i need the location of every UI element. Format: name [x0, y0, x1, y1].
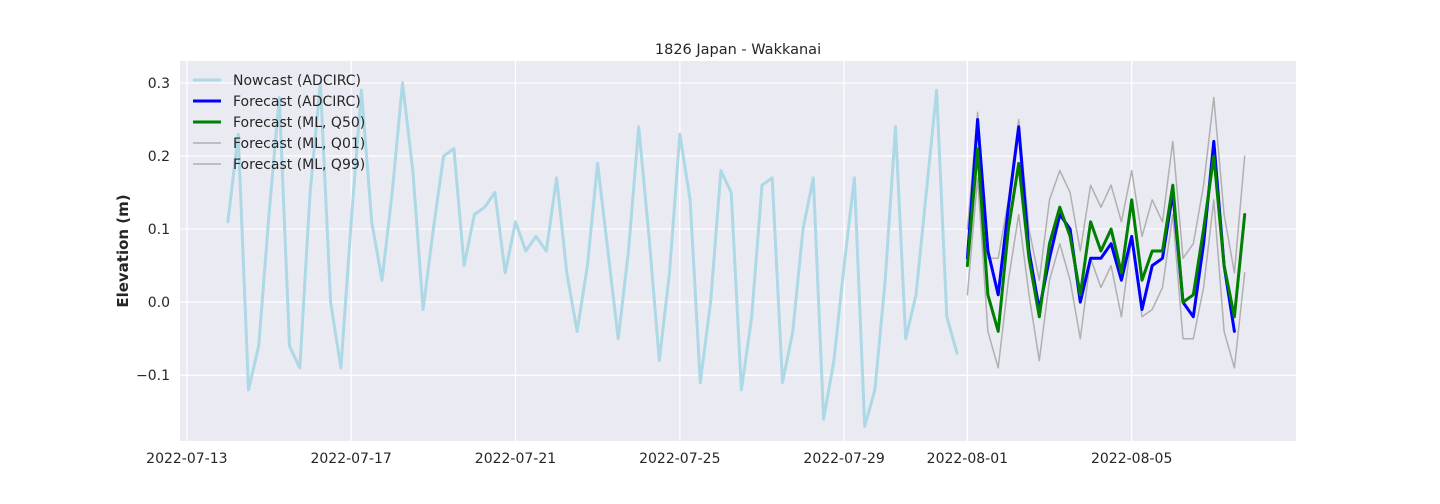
y-tick-label: 0.3	[148, 76, 170, 92]
legend-label: Forecast (ML, Q50)	[233, 115, 365, 131]
x-tick-label: 2022-08-05	[1091, 451, 1172, 467]
legend: Nowcast (ADCIRC) Forecast (ADCIRC) Forecas…	[193, 73, 365, 173]
series-lines	[226, 81, 1247, 428]
x-tick-label: 2022-07-13	[146, 451, 227, 467]
y-tick-label: 0.2	[148, 149, 170, 165]
legend-label: Forecast (ADCIRC)	[233, 94, 361, 110]
y-tick-label: 0.0	[148, 295, 170, 311]
x-tick-label: 2022-07-21	[475, 451, 556, 467]
y-tick-label: −0.1	[136, 368, 170, 384]
chart-title: 1826 Japan - Wakkanai	[655, 42, 821, 58]
y-axis-ticks: −0.1 0.0 0.1 0.2 0.3	[136, 76, 170, 384]
series-line-2	[965, 147, 1247, 333]
y-axis-label: Elevation (m)	[114, 194, 132, 307]
x-tick-label: 2022-07-17	[310, 451, 391, 467]
x-axis-ticks: 2022-07-13 2022-07-17 2022-07-21 2022-07-25…	[146, 451, 1172, 467]
y-tick-label: 0.1	[148, 222, 170, 238]
series-line-0	[226, 81, 959, 428]
legend-label: Forecast (ML, Q99)	[233, 157, 365, 173]
plot-area	[180, 61, 1296, 441]
grid-lines	[180, 61, 1296, 441]
x-tick-label: 2022-08-01	[927, 451, 1008, 467]
series-line-3	[966, 177, 1246, 369]
series-line-1	[965, 118, 1236, 333]
x-tick-label: 2022-07-25	[639, 451, 720, 467]
x-tick-label: 2022-07-29	[803, 451, 884, 467]
legend-label: Nowcast (ADCIRC)	[233, 73, 361, 89]
legend-label: Forecast (ML, Q01)	[233, 136, 365, 152]
